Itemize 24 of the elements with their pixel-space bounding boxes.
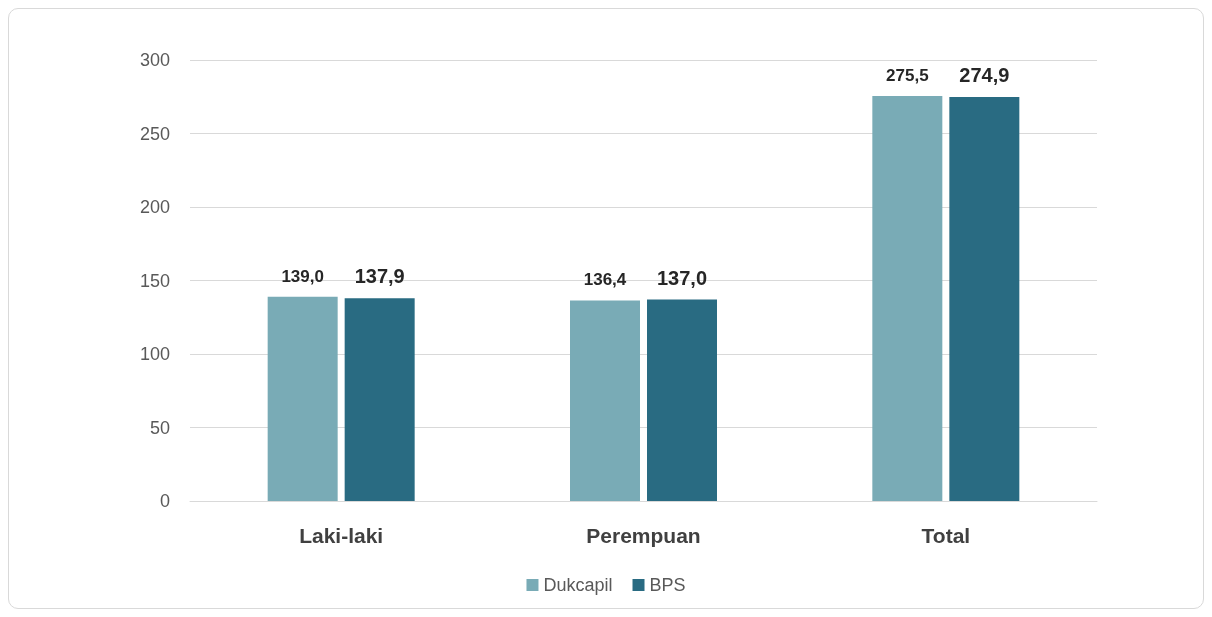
data-label: 275,5	[886, 66, 929, 86]
bar	[949, 96, 1020, 501]
legend-label: Dukcapil	[543, 575, 613, 595]
x-tick-label: Laki-laki	[299, 524, 384, 547]
y-tick-label: 100	[139, 344, 170, 364]
x-tick-label: Total	[921, 524, 971, 547]
data-label: 137,0	[656, 266, 708, 289]
y-tick-label: 250	[139, 123, 170, 144]
data-label: 139,0	[281, 266, 324, 286]
bar	[267, 296, 338, 501]
y-tick-label: 200	[139, 197, 170, 217]
y-tick-label: 150	[139, 270, 170, 291]
legend-label: BPS	[649, 575, 686, 595]
data-label: 136,4	[583, 270, 627, 290]
bar	[344, 298, 415, 501]
x-tick-label: Perempuan	[586, 524, 701, 547]
bar	[647, 299, 717, 501]
bar	[570, 300, 640, 501]
data-label: 274,9	[959, 63, 1010, 86]
y-tick-label: 300	[139, 50, 170, 70]
y-tick-label: 0	[159, 491, 170, 511]
y-tick-label: 50	[149, 417, 170, 438]
bar	[872, 96, 943, 501]
data-label: 137,9	[354, 265, 405, 288]
